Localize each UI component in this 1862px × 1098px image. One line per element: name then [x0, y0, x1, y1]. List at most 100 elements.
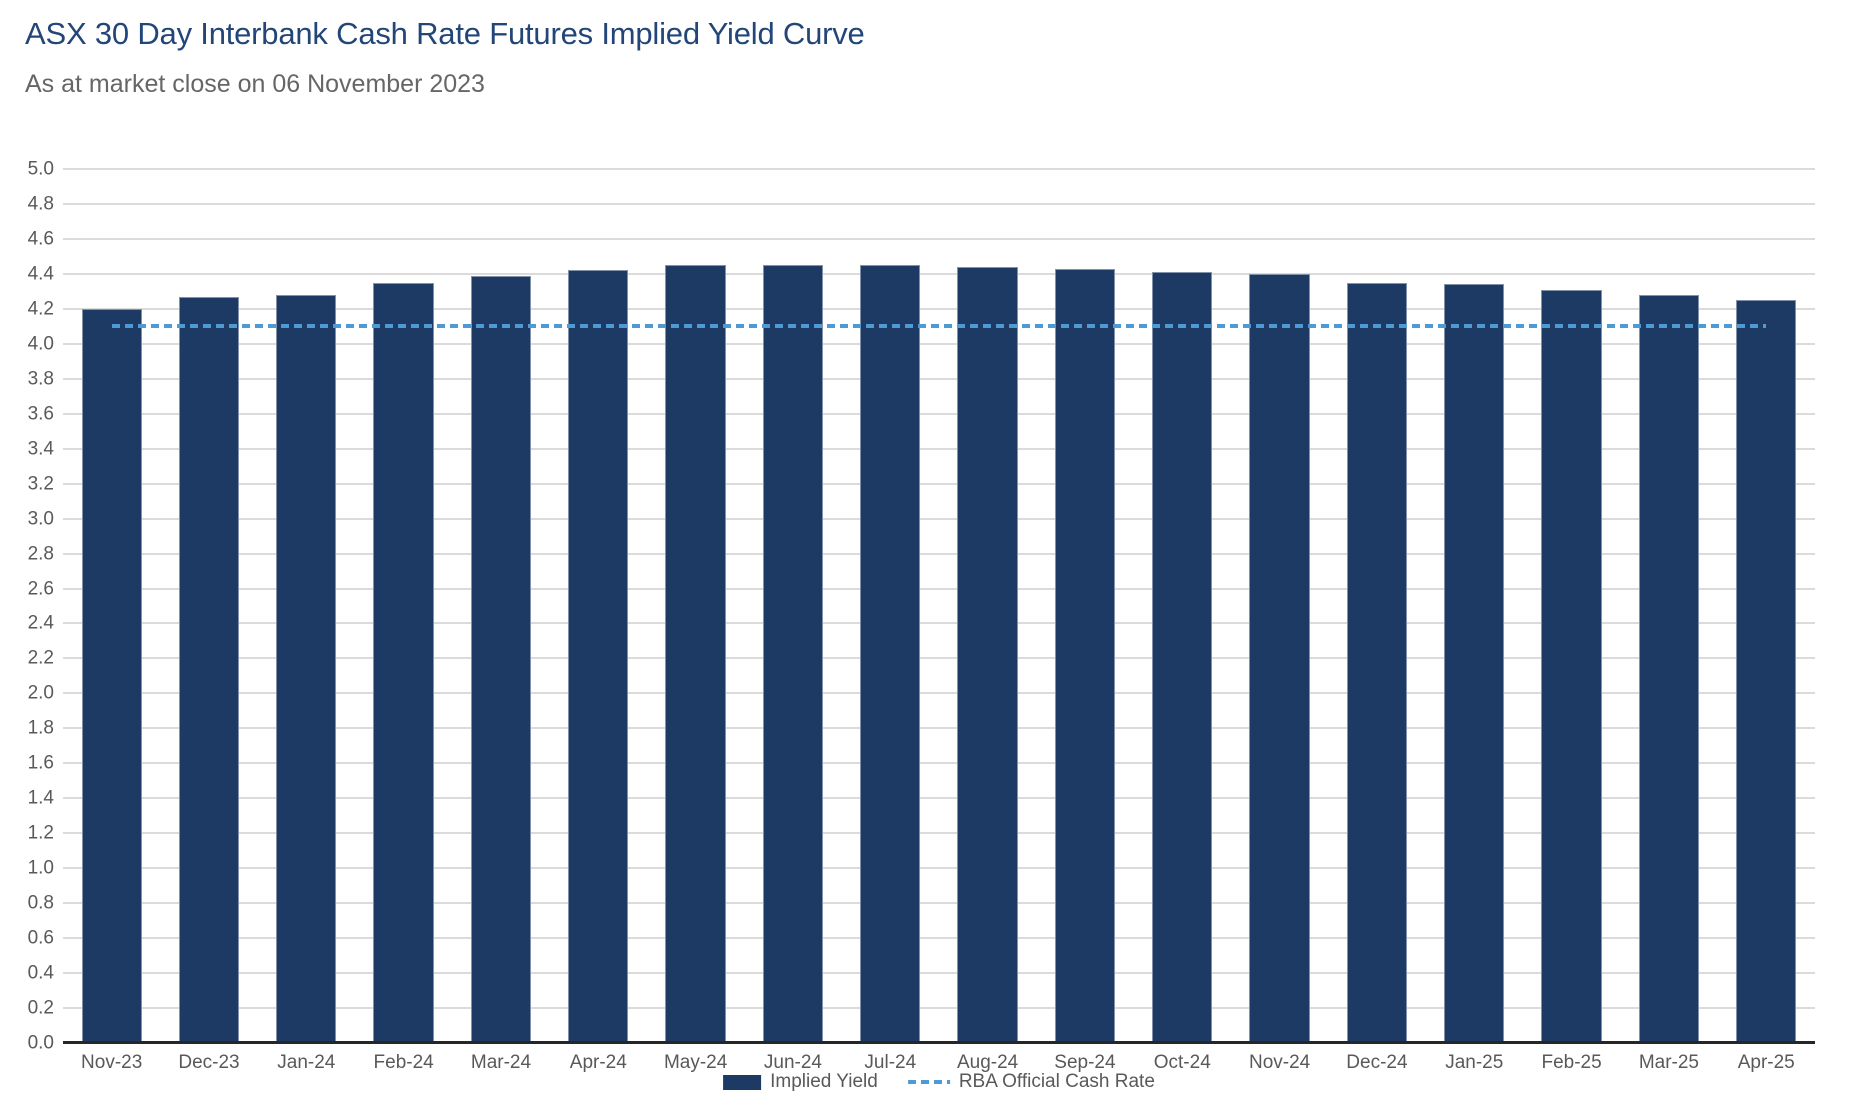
- bar-column: [63, 169, 160, 1043]
- chart-title: ASX 30 Day Interbank Cash Rate Futures I…: [25, 16, 865, 51]
- x-tick-label: Mar-25: [1638, 1052, 1699, 1073]
- x-tick-label: Feb-24: [373, 1052, 434, 1073]
- y-tick-label: 3.8: [27, 368, 54, 390]
- bar-column: [1426, 169, 1523, 1043]
- gridline: [63, 482, 1815, 485]
- implied-yield-bar-dec-23[interactable]: [178, 296, 240, 1043]
- implied-yield-bar-may-24[interactable]: [665, 265, 726, 1043]
- bar-column: [1328, 169, 1425, 1043]
- plot-area: 0.0 0.2 0.4 0.6 0.8 1.0 1.2 1.4 1.6 1.8 2.0 2.2 2.4 2…: [28, 160, 1815, 1073]
- y-tick-label: 2.8: [27, 543, 54, 565]
- gridline: [63, 867, 1815, 870]
- gridline: [63, 727, 1815, 730]
- implied-yield-bar-sep-24[interactable]: [1054, 268, 1116, 1043]
- implied-yield-bar-nov-24[interactable]: [1249, 273, 1310, 1043]
- gridline: [63, 657, 1815, 660]
- bar-column: [744, 169, 841, 1043]
- y-tick-label: 1.6: [27, 752, 54, 774]
- implied-yield-bar-apr-24[interactable]: [568, 270, 629, 1043]
- y-tick-label: 4.4: [27, 263, 54, 285]
- gridline: [63, 168, 1815, 170]
- x-tick-label: Nov-24: [1248, 1052, 1311, 1073]
- gridline: [63, 517, 1815, 520]
- legend-item-implied-yield[interactable]: Implied Yield: [723, 1071, 878, 1093]
- implied-yield-bar-jun-24[interactable]: [762, 265, 824, 1043]
- y-tick-label: 2.6: [27, 578, 54, 600]
- implied-yield-bar-aug-24[interactable]: [957, 266, 1018, 1043]
- y-tick-label: 0.2: [27, 997, 54, 1019]
- x-axis-labels: Nov-23 Dec-23 Jan-24 Feb-24 Mar-24 Apr-24 May-…: [63, 1052, 1815, 1074]
- x-tick-label: Sep-24: [1054, 1052, 1116, 1073]
- implied-yield-bar-nov-23[interactable]: [81, 308, 142, 1043]
- implied-yield-bar-feb-24[interactable]: [373, 282, 434, 1043]
- y-tick-label: 0.8: [27, 892, 54, 914]
- x-tick-label: May-24: [663, 1052, 728, 1073]
- gridline: [63, 342, 1815, 345]
- bar-column: [1134, 169, 1231, 1043]
- x-tick-label: Jan-25: [1445, 1052, 1504, 1073]
- x-tick-label: Aug-24: [956, 1052, 1019, 1073]
- y-tick-label: 3.0: [27, 508, 54, 530]
- bar-column: [842, 169, 939, 1043]
- implied-yield-bar-oct-24[interactable]: [1152, 272, 1213, 1043]
- x-tick-label: Jul-24: [864, 1052, 917, 1073]
- chart-subtitle: As at market close on 06 November 2023: [25, 70, 485, 98]
- bar-column: [1620, 169, 1717, 1043]
- legend-label-rba-official-cash-rate: RBA Official Cash Rate: [958, 1071, 1155, 1092]
- gridline: [63, 307, 1815, 310]
- gridline: [63, 412, 1815, 415]
- implied-yield-bar-feb-25[interactable]: [1541, 289, 1602, 1043]
- gridline: [63, 622, 1815, 625]
- gridline: [63, 902, 1815, 905]
- x-axis-line: [63, 1041, 1815, 1044]
- x-tick-label: Feb-25: [1541, 1052, 1602, 1073]
- y-tick-label: 4.6: [27, 228, 54, 250]
- y-tick-label: 2.0: [27, 682, 54, 704]
- x-tick-label: Dec-23: [178, 1052, 240, 1073]
- implied-yield-bar-dec-24[interactable]: [1346, 282, 1408, 1043]
- bar-column: [939, 169, 1036, 1043]
- bars-layer: [63, 169, 1815, 1043]
- bar-column: [258, 169, 355, 1043]
- x-tick-label: Apr-25: [1737, 1052, 1795, 1073]
- legend: Implied Yield RBA Official Cash Rate: [723, 1071, 1155, 1093]
- gridline: [63, 272, 1815, 275]
- y-tick-label: 1.8: [27, 717, 54, 739]
- implied-yield-bar-mar-25[interactable]: [1638, 294, 1700, 1043]
- gridline: [63, 937, 1815, 940]
- implied-yield-bar-jul-24[interactable]: [860, 265, 921, 1043]
- y-tick-label: 1.0: [27, 857, 54, 879]
- y-tick-label: 0.0: [27, 1032, 54, 1054]
- y-tick-label: 3.4: [27, 438, 54, 460]
- bar-column: [355, 169, 452, 1043]
- y-tick-label: 4.0: [27, 333, 54, 355]
- implied-yield-bar-apr-25[interactable]: [1736, 300, 1797, 1043]
- x-tick-label: Dec-24: [1346, 1052, 1408, 1073]
- implied-yield-bar-jan-25[interactable]: [1444, 284, 1505, 1043]
- implied-yield-bar-mar-24[interactable]: [470, 275, 532, 1043]
- gridline: [63, 972, 1815, 975]
- legend-label-implied-yield: Implied Yield: [770, 1071, 878, 1092]
- bar-column: [452, 169, 549, 1043]
- gridline: [63, 832, 1815, 835]
- y-tick-label: 5.0: [27, 158, 54, 180]
- y-tick-label: 3.2: [27, 473, 54, 495]
- y-tick-label: 2.4: [27, 612, 54, 634]
- gridline: [63, 202, 1815, 205]
- y-tick-label: 3.6: [27, 403, 54, 425]
- rba-cash-rate-dashed-line: [111, 324, 1767, 329]
- x-tick-label: Jun-24: [763, 1052, 823, 1073]
- x-tick-label: Jan-24: [277, 1052, 336, 1073]
- y-tick-label: 1.2: [27, 822, 54, 844]
- bar-column: [1718, 169, 1815, 1043]
- legend-item-rba-official-cash-rate[interactable]: RBA Official Cash Rate: [907, 1071, 1155, 1093]
- x-tick-label: Nov-23: [81, 1052, 143, 1073]
- gridline: [63, 237, 1815, 240]
- implied-yield-swatch-icon: [723, 1074, 762, 1090]
- y-tick-label: 0.4: [27, 962, 54, 984]
- implied-yield-bar-jan-24[interactable]: [276, 294, 337, 1043]
- y-tick-label: 2.2: [27, 647, 54, 669]
- x-tick-label: Oct-24: [1153, 1052, 1211, 1073]
- y-tick-label: 1.4: [27, 787, 54, 809]
